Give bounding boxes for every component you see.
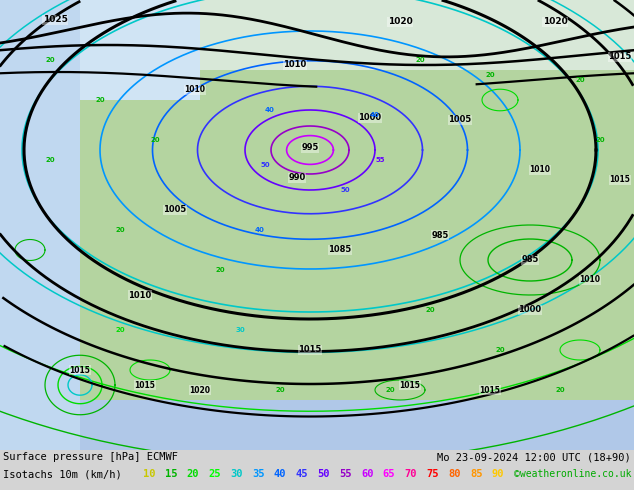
Text: 1085: 1085 — [328, 245, 352, 254]
Text: ©weatheronline.co.uk: ©weatheronline.co.uk — [514, 469, 631, 479]
Text: 1000: 1000 — [358, 114, 382, 122]
Text: 45: 45 — [295, 469, 308, 479]
Text: 20: 20 — [45, 157, 55, 163]
Text: 30: 30 — [230, 469, 243, 479]
Text: 80: 80 — [448, 469, 461, 479]
Text: 20: 20 — [575, 77, 585, 83]
Text: 1015: 1015 — [609, 175, 630, 185]
Text: 30: 30 — [235, 327, 245, 333]
Polygon shape — [80, 0, 200, 100]
Text: 1015: 1015 — [299, 345, 321, 354]
Text: Isotachs 10m (km/h): Isotachs 10m (km/h) — [3, 469, 122, 479]
Text: 1015: 1015 — [134, 381, 155, 390]
Text: 60: 60 — [361, 469, 373, 479]
Text: 1000: 1000 — [519, 305, 541, 315]
Text: 15: 15 — [165, 469, 178, 479]
Polygon shape — [0, 0, 634, 70]
Text: 40: 40 — [265, 107, 275, 113]
Text: 10: 10 — [143, 469, 155, 479]
Text: 1005: 1005 — [164, 205, 186, 215]
Text: 995: 995 — [301, 144, 319, 152]
Text: 1010: 1010 — [579, 275, 600, 285]
Text: 1015: 1015 — [399, 381, 420, 390]
Text: 85: 85 — [470, 469, 482, 479]
Text: 70: 70 — [404, 469, 417, 479]
Text: 20: 20 — [275, 387, 285, 393]
Text: 75: 75 — [427, 469, 439, 479]
Text: 1015: 1015 — [608, 52, 631, 62]
Text: 50: 50 — [340, 187, 350, 193]
Text: Surface pressure [hPa] ECMWF: Surface pressure [hPa] ECMWF — [3, 452, 178, 462]
Text: 1015: 1015 — [479, 386, 500, 394]
Text: 20: 20 — [45, 57, 55, 63]
Polygon shape — [0, 0, 634, 450]
Text: 985: 985 — [521, 255, 539, 265]
Text: 1010: 1010 — [529, 166, 550, 174]
Text: 20: 20 — [95, 97, 105, 103]
Text: 20: 20 — [595, 137, 605, 143]
Text: 1020: 1020 — [387, 18, 412, 26]
Text: 1010: 1010 — [283, 60, 307, 70]
Text: 1005: 1005 — [448, 116, 472, 124]
Text: 1010: 1010 — [184, 85, 205, 95]
Text: 20: 20 — [495, 347, 505, 353]
Text: 55: 55 — [375, 157, 385, 163]
Text: 20: 20 — [215, 267, 225, 273]
Text: 1020: 1020 — [190, 386, 210, 394]
Text: 990: 990 — [288, 173, 306, 182]
Text: 40: 40 — [370, 112, 380, 118]
Text: 1025: 1025 — [42, 16, 67, 24]
Text: 20: 20 — [415, 57, 425, 63]
Text: 35: 35 — [252, 469, 264, 479]
Text: 40: 40 — [255, 227, 265, 233]
Text: 20: 20 — [485, 72, 495, 78]
Text: 985: 985 — [431, 230, 449, 240]
Text: 20: 20 — [150, 137, 160, 143]
Text: 65: 65 — [383, 469, 396, 479]
Text: 50: 50 — [260, 162, 270, 168]
Text: 20: 20 — [115, 227, 125, 233]
Text: 1010: 1010 — [128, 291, 152, 299]
Text: 1020: 1020 — [543, 18, 567, 26]
Text: 90: 90 — [492, 469, 504, 479]
Text: 40: 40 — [274, 469, 287, 479]
Text: 55: 55 — [339, 469, 352, 479]
Text: 20: 20 — [555, 387, 565, 393]
Text: Mo 23-09-2024 12:00 UTC (18+90): Mo 23-09-2024 12:00 UTC (18+90) — [437, 452, 631, 462]
Text: 20: 20 — [115, 327, 125, 333]
Text: 1015: 1015 — [70, 366, 91, 374]
Polygon shape — [0, 400, 634, 450]
Text: 25: 25 — [209, 469, 221, 479]
Text: 20: 20 — [425, 307, 435, 313]
Polygon shape — [0, 0, 80, 450]
Text: 20: 20 — [385, 387, 395, 393]
Text: 50: 50 — [318, 469, 330, 479]
Text: 20: 20 — [186, 469, 199, 479]
